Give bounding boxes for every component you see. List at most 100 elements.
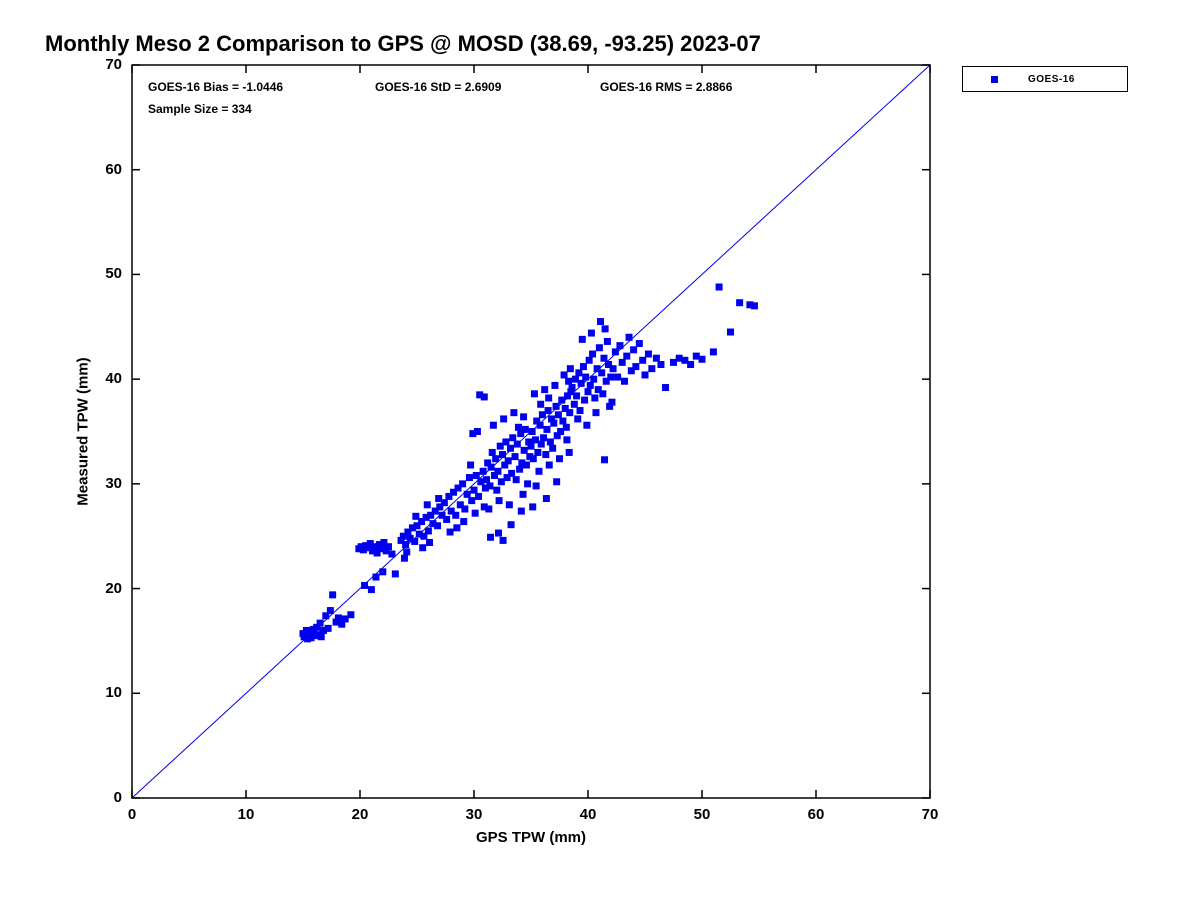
scatter-point <box>534 448 542 456</box>
scatter-point <box>504 457 512 465</box>
scatter-point <box>601 456 609 464</box>
scatter-point <box>485 505 493 513</box>
scatter-point <box>558 396 566 404</box>
scatter-point <box>494 467 502 475</box>
scatter-point <box>586 381 594 389</box>
scatter-point <box>506 444 514 452</box>
scatter-point <box>359 546 367 554</box>
scatter-point <box>495 529 503 537</box>
scatter-point <box>507 521 515 529</box>
scatter-point <box>641 371 649 379</box>
scatter-point <box>616 342 624 350</box>
scatter-point <box>375 541 383 549</box>
scatter-point <box>530 390 538 398</box>
scatter-point <box>632 363 640 371</box>
scatter-point <box>566 365 574 373</box>
scatter-point <box>644 350 652 358</box>
stat-sample: Sample Size = 334 <box>148 102 252 116</box>
scatter-point <box>454 484 462 492</box>
stat-std: GOES-16 StD = 2.6909 <box>375 80 502 94</box>
scatter-point <box>548 415 556 423</box>
scatter-point <box>529 503 537 511</box>
scatter-point <box>727 328 734 336</box>
scatter-point <box>577 379 585 387</box>
scatter-point <box>553 432 561 440</box>
scatter-point <box>313 623 321 631</box>
scatter-point <box>535 467 543 475</box>
scatter-point <box>431 507 439 515</box>
legend-marker-icon <box>991 75 998 83</box>
scatter-point <box>625 333 633 341</box>
scatter-point <box>408 524 416 532</box>
scatter-point <box>322 612 330 620</box>
scatter-point <box>452 511 460 519</box>
scatter-point <box>517 430 525 438</box>
scatter-point <box>639 356 647 364</box>
scatter-point <box>520 413 528 421</box>
scatter-point <box>593 365 601 373</box>
scatter-point <box>525 438 533 446</box>
scatter-point <box>540 434 548 442</box>
scatter-point <box>341 615 349 623</box>
scatter-point <box>573 392 581 400</box>
scatter-point <box>496 442 504 450</box>
chart-title: Monthly Meso 2 Comparison to GPS @ MOSD … <box>45 31 761 56</box>
scatter-point <box>630 346 638 354</box>
scatter-point <box>429 520 437 528</box>
scatter-point <box>415 530 423 538</box>
scatter-point <box>575 369 583 377</box>
scatter-point <box>681 356 689 364</box>
scatter-point <box>583 421 591 429</box>
scatter-point <box>519 490 527 498</box>
scatter-point <box>579 363 587 371</box>
scatter-point <box>479 467 487 475</box>
scatter-point <box>316 619 324 627</box>
scatter-point <box>559 417 567 425</box>
x-axis-label: GPS TPW (mm) <box>475 829 586 846</box>
scatter-point <box>420 532 428 540</box>
scatter-point <box>608 398 616 406</box>
scatter-point <box>517 507 525 515</box>
scatter-point <box>391 570 399 578</box>
scatter-point <box>419 544 427 552</box>
scatter-point <box>545 394 553 402</box>
scatter-point <box>587 329 595 337</box>
scatter-point <box>366 540 374 548</box>
stat-bias: GOES-16 Bias = -1.0446 <box>148 80 284 94</box>
scatter-point <box>585 356 593 364</box>
scatter-point <box>332 618 340 626</box>
scatter-point <box>423 501 431 509</box>
scatter-point <box>468 497 476 505</box>
scatter-point <box>521 425 529 433</box>
scatter-point <box>463 490 471 498</box>
scatter-point <box>324 624 332 632</box>
scatter-point <box>556 455 563 463</box>
scatter-point <box>565 448 573 456</box>
scatter-point <box>598 369 606 377</box>
scatter-point <box>567 388 575 396</box>
scatter-point <box>388 550 396 558</box>
scatter-point <box>550 419 558 427</box>
scatter-point <box>347 611 355 619</box>
scatter-point <box>538 411 546 419</box>
scatter-point <box>746 301 754 309</box>
scatter-point <box>543 425 551 433</box>
scatter-point <box>320 626 328 634</box>
scatter-point <box>461 505 469 513</box>
scatter-point <box>477 478 485 486</box>
scatter-point <box>382 547 390 555</box>
scatter-point <box>652 354 660 362</box>
scatter-point <box>373 549 381 557</box>
scatter-point <box>570 400 578 408</box>
scatter-point <box>488 448 496 456</box>
scatter-point <box>597 318 605 326</box>
scatter-point <box>447 507 455 515</box>
scatter-point <box>592 409 600 417</box>
scatter-point <box>495 497 503 505</box>
scatter-point <box>662 384 670 392</box>
scatter-point <box>532 436 540 444</box>
scatter-point <box>736 299 744 307</box>
scatter-point <box>542 451 550 459</box>
scatter-point <box>529 455 537 463</box>
scatter-point <box>404 528 412 536</box>
